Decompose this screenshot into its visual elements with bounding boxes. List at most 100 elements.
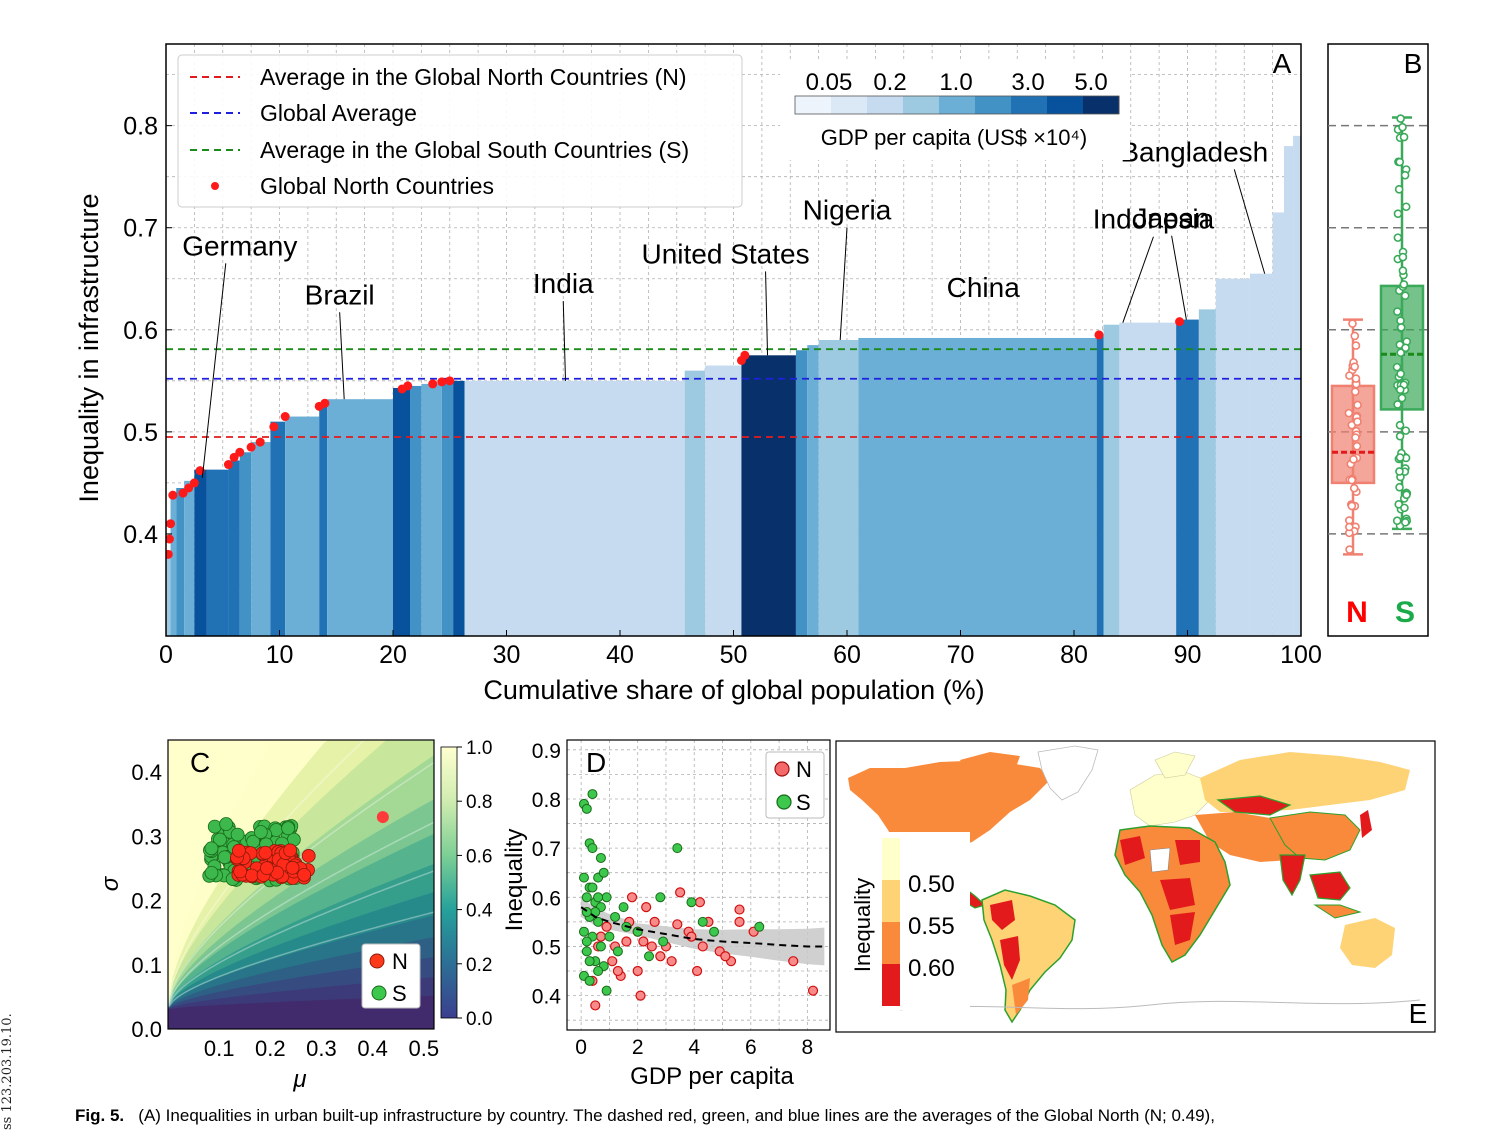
panel-a-label: A bbox=[1273, 48, 1292, 79]
legend-box bbox=[177, 54, 743, 208]
box-point bbox=[1395, 431, 1405, 441]
d-point-south bbox=[655, 892, 666, 903]
annotation-label: Bangladesh bbox=[1120, 136, 1268, 167]
contour-line bbox=[168, 870, 434, 1007]
annotation-label: Nigeria bbox=[803, 195, 892, 226]
country-bar bbox=[795, 350, 808, 636]
box-point bbox=[1349, 483, 1359, 493]
panel-a-north-points bbox=[166, 317, 1185, 559]
country-bar bbox=[393, 387, 411, 636]
c-point-north bbox=[259, 861, 274, 876]
box-point bbox=[1399, 280, 1409, 289]
panel-c-points bbox=[202, 811, 389, 888]
north-country-point bbox=[166, 534, 174, 544]
caption-text: (A) Inequalities in urban built-up infra… bbox=[138, 1106, 1215, 1125]
panel-d-legend-box bbox=[765, 751, 825, 819]
country-bar bbox=[464, 380, 685, 636]
panel-c-frame bbox=[167, 739, 435, 1030]
panel-d-grid bbox=[567, 740, 830, 1030]
d-point-north bbox=[590, 1000, 601, 1011]
country-bar bbox=[1119, 322, 1177, 636]
panel-d-ticks: 0 2 4 6 8 0.4 0.5 0.6 0.7 0.8 0.9 bbox=[532, 740, 813, 1059]
box-point bbox=[1399, 132, 1409, 142]
gdp-colorbar-cell bbox=[795, 96, 832, 114]
d-point-north bbox=[675, 887, 686, 898]
map-sa-south bbox=[1012, 978, 1030, 1015]
box-point bbox=[1395, 157, 1405, 167]
d-y-tick: 0.6 bbox=[532, 887, 561, 910]
annotation-pointer bbox=[839, 227, 848, 341]
country-bar bbox=[170, 493, 177, 636]
map-india bbox=[1279, 854, 1306, 897]
x-tick-label: 0 bbox=[159, 641, 173, 669]
x-tick-label: 80 bbox=[1060, 641, 1088, 669]
country-bar bbox=[228, 460, 240, 636]
annotation-pointer bbox=[1171, 235, 1187, 320]
d-point-north bbox=[686, 931, 697, 942]
d-point-south bbox=[754, 921, 765, 932]
gdp-tick-3: 1.0 bbox=[939, 69, 972, 96]
legend-north-label: Average in the Global North Countries (N… bbox=[260, 64, 687, 90]
country-bar bbox=[206, 469, 229, 636]
x-tick-label: 50 bbox=[720, 641, 748, 669]
d-point-south bbox=[578, 872, 589, 883]
d-point-south bbox=[618, 902, 629, 913]
c-y-tick: 0.2 bbox=[131, 889, 162, 914]
box-point bbox=[1397, 393, 1407, 403]
cbar-tick-label: 0.2 bbox=[466, 955, 492, 976]
c-y-tick: 0.1 bbox=[131, 953, 162, 978]
cbar-tick-label: 0.4 bbox=[466, 901, 493, 922]
map-canada-islands bbox=[960, 752, 1020, 772]
d-point-south bbox=[584, 975, 595, 986]
legend-north-dot bbox=[211, 182, 219, 190]
box-point bbox=[1392, 362, 1402, 372]
y-tick-label: 0.5 bbox=[123, 419, 158, 447]
c-point-south bbox=[204, 865, 219, 880]
d-x-tick: 8 bbox=[802, 1036, 814, 1059]
gdp-colorbar: 0.05 0.2 1.0 3.0 5.0 GDP per capita (US$… bbox=[780, 60, 1130, 160]
c-y-tick: 0.4 bbox=[131, 760, 162, 785]
cbar-tick-label: 0.0 bbox=[466, 1009, 492, 1030]
panel-e-legend-bg bbox=[852, 832, 970, 1010]
panel-d-legend-n-marker bbox=[774, 761, 790, 777]
panel-e-legend-color-1 bbox=[882, 838, 900, 880]
d-point-north bbox=[646, 941, 657, 952]
d-point-north bbox=[621, 936, 632, 947]
box-point bbox=[1350, 331, 1360, 341]
gdp-colorbar-cell bbox=[903, 96, 940, 114]
d-point-south bbox=[581, 892, 592, 903]
country-bar bbox=[453, 380, 465, 636]
d-point-south bbox=[595, 852, 606, 863]
country-bar bbox=[327, 399, 393, 636]
x-tick-label: 100 bbox=[1280, 641, 1322, 669]
x-tick-label: 40 bbox=[606, 641, 634, 669]
box-point bbox=[1351, 341, 1361, 350]
trend-line bbox=[580, 906, 825, 948]
d-point-south bbox=[598, 867, 609, 878]
box-point bbox=[1402, 490, 1411, 500]
gdp-colorbar-cell bbox=[1083, 96, 1120, 114]
d-point-south bbox=[578, 926, 589, 937]
box-point bbox=[1400, 291, 1410, 301]
legend-dot-label: Global North Countries bbox=[260, 173, 494, 199]
c-point-north bbox=[244, 868, 259, 883]
y-tick-label: 0.6 bbox=[123, 317, 158, 345]
d-point-north bbox=[635, 990, 646, 1001]
map-africa-center bbox=[1160, 878, 1195, 910]
panel-a-y-axis-label: Inequality in infrastructure bbox=[74, 193, 104, 502]
country-bar bbox=[441, 380, 454, 636]
country-bar bbox=[1293, 135, 1301, 636]
panel-d-points bbox=[578, 789, 819, 1011]
c-point-north bbox=[285, 860, 300, 875]
c-point-north bbox=[258, 845, 273, 860]
country-bar bbox=[319, 404, 328, 636]
box-point bbox=[1401, 426, 1411, 435]
map-africa-nw bbox=[1120, 836, 1145, 865]
d-point-north bbox=[649, 916, 660, 927]
d-point-south bbox=[593, 966, 604, 977]
d-point-south bbox=[686, 897, 697, 908]
panel-c-legend-s: S bbox=[392, 981, 407, 1006]
d-point-south bbox=[697, 916, 708, 927]
d-y-tick: 0.4 bbox=[532, 986, 562, 1009]
box-point bbox=[1396, 348, 1406, 358]
